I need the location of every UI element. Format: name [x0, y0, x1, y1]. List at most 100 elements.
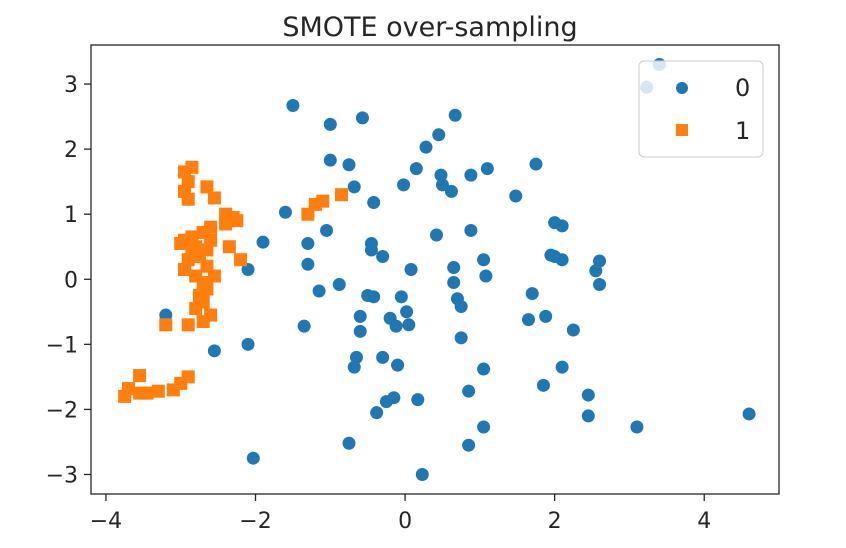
point-series-0-38: [404, 263, 418, 276]
point-series-0-31: [544, 248, 558, 262]
point-series-1-47: [200, 259, 214, 273]
point-series-1-5: [200, 180, 214, 194]
point-series-1-43: [133, 386, 147, 400]
point-series-0-85: [415, 467, 429, 481]
points-layer: [118, 58, 756, 481]
point-series-0-35: [589, 264, 603, 278]
point-series-0-10: [409, 162, 423, 176]
legend-label-0: 0: [735, 74, 750, 102]
point-series-1-15: [174, 236, 188, 250]
point-series-0-26: [301, 236, 315, 250]
point-series-0-12: [434, 168, 448, 182]
legend-marker-1: [676, 124, 688, 136]
point-series-1-36: [308, 197, 322, 211]
point-series-0-78: [581, 409, 595, 423]
point-series-1-26: [189, 302, 203, 316]
y-tick-label-4: 1: [64, 203, 78, 228]
point-series-0-18: [509, 189, 523, 203]
point-series-0-76: [581, 388, 595, 402]
point-series-0-69: [477, 362, 491, 376]
point-series-0-68: [347, 360, 361, 374]
point-series-1-41: [151, 384, 165, 398]
point-series-1-20: [177, 263, 191, 276]
point-series-0-8: [480, 162, 494, 176]
y-tick-label-0: −3: [46, 463, 78, 488]
point-series-0-11: [464, 168, 478, 182]
chart-title: SMOTE over-sampling: [282, 12, 577, 43]
point-series-0-54: [353, 324, 367, 338]
x-tick-label-4: 4: [697, 509, 711, 534]
x-tick-label-2: 0: [398, 509, 412, 534]
point-series-0-52: [353, 309, 367, 323]
point-series-0-65: [349, 350, 363, 364]
point-series-0-70: [555, 360, 569, 374]
point-series-0-84: [246, 451, 260, 465]
point-series-0-71: [536, 378, 550, 392]
point-series-1-48: [185, 246, 199, 260]
y-tick-label-2: −1: [46, 333, 78, 358]
point-series-1-31: [222, 240, 236, 254]
point-series-0-3: [448, 108, 462, 122]
point-series-0-77: [370, 406, 384, 420]
point-series-0-36: [447, 261, 461, 275]
point-series-0-80: [630, 420, 644, 434]
point-series-0-29: [376, 249, 390, 263]
point-series-1-40: [166, 383, 180, 397]
point-series-1-6: [207, 191, 221, 205]
point-series-0-16: [347, 180, 361, 194]
legend-marker-0: [676, 82, 688, 94]
point-series-0-67: [391, 358, 405, 372]
point-series-1-37: [335, 188, 349, 202]
y-tick-label-3: 0: [64, 268, 78, 293]
point-series-0-42: [593, 277, 607, 291]
point-series-1-28: [196, 315, 210, 329]
point-series-0-41: [447, 276, 461, 290]
point-series-1-35: [301, 207, 315, 221]
point-series-0-51: [400, 305, 414, 319]
point-series-0-74: [379, 395, 393, 409]
point-series-0-6: [323, 153, 337, 167]
point-series-1-30: [159, 318, 173, 332]
point-series-1-10: [230, 214, 244, 228]
point-series-0-82: [342, 436, 356, 450]
plot-frame: [90, 44, 780, 495]
point-series-1-4: [181, 192, 195, 206]
point-series-0-44: [312, 284, 326, 298]
point-series-1-2: [181, 175, 195, 189]
point-series-0-37: [479, 269, 493, 283]
point-series-0-47: [394, 290, 408, 304]
point-series-0-83: [462, 438, 476, 452]
point-series-0-59: [539, 309, 553, 323]
point-series-0-50: [454, 300, 468, 314]
y-tick-label-5: 2: [64, 138, 78, 163]
point-series-0-19: [278, 205, 292, 219]
point-series-0-63: [241, 337, 255, 351]
point-series-0-25: [256, 235, 270, 249]
point-series-0-21: [429, 228, 443, 242]
x-tick-label-0: −4: [90, 509, 122, 534]
point-series-0-28: [364, 243, 378, 257]
point-series-0-60: [566, 323, 580, 337]
point-series-0-66: [376, 350, 390, 364]
point-series-0-56: [402, 318, 416, 332]
point-series-0-22: [464, 223, 478, 237]
point-series-0-40: [241, 263, 255, 276]
point-series-0-33: [477, 253, 491, 267]
legend-label-1: 1: [735, 117, 750, 145]
point-series-0-0: [286, 99, 300, 113]
point-series-0-7: [342, 158, 356, 172]
point-series-0-14: [444, 184, 458, 198]
point-series-0-9: [529, 157, 543, 171]
axes-layer: −4 −2 0 2 4 −3 −2 −1 0 1 2 3: [46, 44, 780, 534]
point-series-0-81: [742, 407, 756, 421]
point-series-0-1: [323, 117, 337, 131]
point-series-0-17: [367, 195, 381, 209]
point-series-0-72: [462, 384, 476, 398]
x-tick-label-1: −2: [239, 509, 271, 534]
point-series-0-43: [332, 277, 346, 291]
point-series-0-75: [411, 393, 425, 407]
point-series-0-5: [419, 140, 433, 154]
point-series-0-13: [435, 178, 449, 192]
point-series-0-61: [454, 331, 468, 345]
